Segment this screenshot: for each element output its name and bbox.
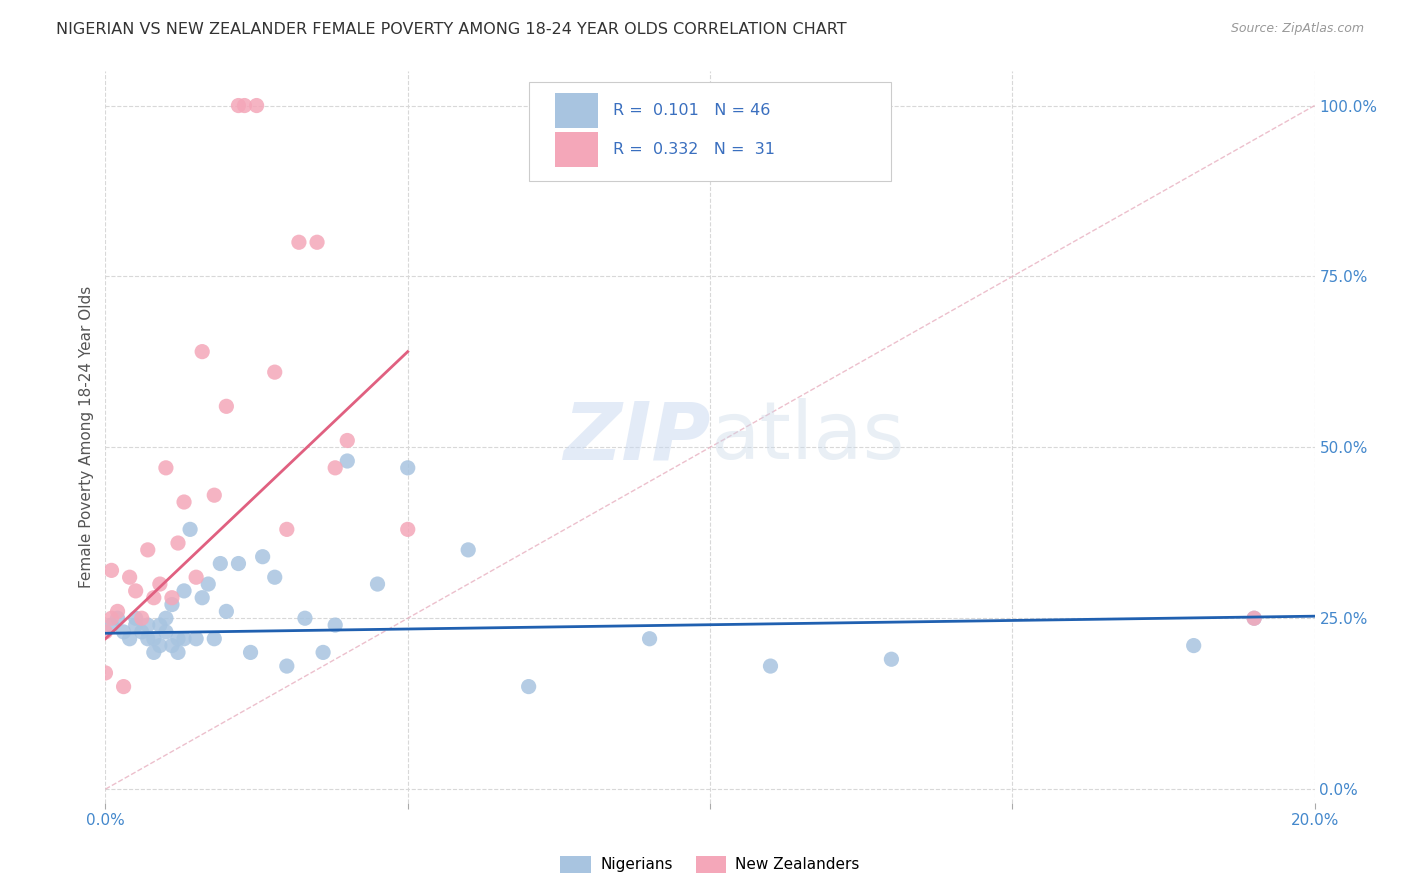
Point xyxy=(155,460,177,475)
Point xyxy=(136,618,159,632)
Point xyxy=(94,665,117,680)
Point xyxy=(167,536,190,550)
Point xyxy=(228,557,250,571)
Point xyxy=(100,611,122,625)
Point xyxy=(396,460,419,475)
Point xyxy=(186,632,208,646)
Point xyxy=(263,570,285,584)
Bar xyxy=(555,132,598,167)
Point xyxy=(160,639,183,653)
Legend: Nigerians, New Zealanders: Nigerians, New Zealanders xyxy=(554,849,866,880)
Text: R =  0.332   N =  31: R = 0.332 N = 31 xyxy=(613,142,775,157)
Point xyxy=(131,611,153,625)
Point xyxy=(155,611,177,625)
Point xyxy=(107,611,129,625)
Text: R =  0.101   N = 46: R = 0.101 N = 46 xyxy=(613,103,770,118)
Point xyxy=(233,98,256,112)
Point xyxy=(239,645,262,659)
Point xyxy=(160,598,183,612)
Point xyxy=(125,618,148,632)
Text: ZIP: ZIP xyxy=(562,398,710,476)
Point xyxy=(294,611,316,625)
Text: atlas: atlas xyxy=(710,398,904,476)
Point xyxy=(160,591,183,605)
Point xyxy=(155,624,177,639)
Point xyxy=(457,542,479,557)
Point xyxy=(142,632,165,646)
Point xyxy=(1243,611,1265,625)
Point xyxy=(517,680,540,694)
Point xyxy=(125,611,148,625)
Text: Source: ZipAtlas.com: Source: ZipAtlas.com xyxy=(1230,22,1364,36)
Point xyxy=(131,624,153,639)
Point xyxy=(167,645,190,659)
Point xyxy=(209,557,232,571)
Point xyxy=(173,583,195,598)
Point xyxy=(191,591,214,605)
Point xyxy=(149,618,172,632)
Point xyxy=(149,577,172,591)
Point xyxy=(179,522,201,536)
Point xyxy=(1182,639,1205,653)
Point xyxy=(100,618,122,632)
Point xyxy=(186,570,208,584)
Point xyxy=(136,632,159,646)
Point xyxy=(112,624,135,639)
Y-axis label: Female Poverty Among 18-24 Year Olds: Female Poverty Among 18-24 Year Olds xyxy=(79,286,94,588)
Point xyxy=(94,624,117,639)
Point xyxy=(167,632,190,646)
Point xyxy=(638,632,661,646)
Point xyxy=(263,365,285,379)
Point xyxy=(1243,611,1265,625)
Point xyxy=(118,570,141,584)
Point xyxy=(118,632,141,646)
Point xyxy=(112,680,135,694)
Point xyxy=(312,645,335,659)
Point xyxy=(191,344,214,359)
Point xyxy=(173,632,195,646)
Point xyxy=(366,577,388,591)
Point xyxy=(307,235,329,250)
Bar xyxy=(555,93,598,128)
Point xyxy=(215,604,238,618)
Point xyxy=(323,460,346,475)
Point xyxy=(246,98,269,112)
Point xyxy=(336,434,359,448)
Point xyxy=(142,591,165,605)
Point xyxy=(276,659,298,673)
Point xyxy=(215,400,238,414)
Point xyxy=(396,522,419,536)
Point xyxy=(276,522,298,536)
Point xyxy=(336,454,359,468)
Point xyxy=(252,549,274,564)
Text: NIGERIAN VS NEW ZEALANDER FEMALE POVERTY AMONG 18-24 YEAR OLDS CORRELATION CHART: NIGERIAN VS NEW ZEALANDER FEMALE POVERTY… xyxy=(56,22,846,37)
Point xyxy=(173,495,195,509)
Point xyxy=(759,659,782,673)
Point xyxy=(136,542,159,557)
Point xyxy=(323,618,346,632)
Point xyxy=(100,563,122,577)
Point xyxy=(228,98,250,112)
FancyBboxPatch shape xyxy=(529,82,891,181)
Point xyxy=(202,488,225,502)
Point xyxy=(149,639,172,653)
Point xyxy=(202,632,225,646)
Point xyxy=(288,235,311,250)
Point xyxy=(107,604,129,618)
Point xyxy=(880,652,903,666)
Point xyxy=(197,577,219,591)
Point xyxy=(125,583,148,598)
Point xyxy=(142,645,165,659)
